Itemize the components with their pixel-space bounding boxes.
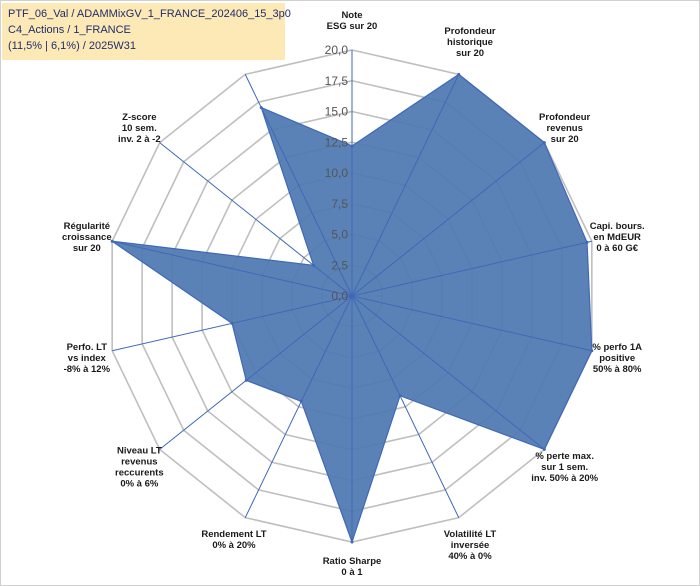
axis-spoke — [244, 295, 353, 518]
title-line-2: C4_Actions / 1_FRANCE — [8, 24, 131, 36]
axis-label-line: -8% à 12% — [64, 364, 111, 375]
tick-label: 7,5 — [331, 197, 348, 211]
axis-label-line: Volatilité LT — [444, 529, 497, 540]
axis-spoke — [244, 74, 353, 297]
axis-label-line: 0% à 6% — [120, 479, 159, 490]
axis-label-line: % perte max. — [535, 451, 594, 462]
axis-label: Rendement LT0% à 20% — [201, 529, 266, 551]
axis-label-line: Note — [341, 10, 362, 21]
axis-label-line: Rendement LT — [201, 529, 266, 540]
axis-label-line: 10 sem. — [122, 123, 157, 134]
axis-label-line: Régularité — [64, 221, 110, 232]
tick-label: 20,0 — [325, 43, 349, 57]
axis-label-line: revenus — [121, 457, 157, 468]
axis-label-line: sur 20 — [551, 134, 579, 145]
tick-label: 2,5 — [331, 258, 348, 272]
axis-label-line: sur 1 sem. — [541, 462, 588, 473]
axis-label-line: ESG sur 20 — [327, 21, 378, 32]
axis-label-line: Profondeur — [444, 26, 495, 37]
chart-title-box: PTF_06_Val / ADAMMixGV_1_FRANCE_202406_1… — [2, 3, 291, 60]
axis-label-line: en MdEUR — [593, 232, 641, 243]
axis-label-line: 0 à 60 G€ — [596, 243, 638, 254]
radar-spokes — [112, 50, 592, 542]
tick-label: 15,0 — [325, 105, 349, 119]
axis-spoke — [159, 142, 353, 297]
axis-label-line: inv. 50% à 20% — [531, 473, 598, 484]
axis-label-line: Ratio Sharpe — [323, 556, 382, 567]
axis-label-line: revenus — [546, 123, 582, 134]
radar-tick-labels: 0,0 2,5 5,0 7,5 10,0 12,5 15,0 17,5 20,0 — [325, 43, 349, 303]
axis-label-line: sur 20 — [73, 243, 101, 254]
axis-label-line: 0% à 20% — [212, 540, 256, 551]
axis-spoke — [351, 295, 545, 450]
axis-spoke — [351, 142, 545, 297]
axis-label-line: 40% à 0% — [448, 551, 492, 562]
axis-label-line: reccurents — [115, 468, 164, 479]
axis-label-line: % perfo 1A — [592, 342, 642, 353]
tick-label: 5,0 — [331, 228, 348, 242]
axis-spoke — [112, 295, 353, 352]
tick-label: 17,5 — [325, 74, 349, 88]
axis-label-line: Perfo. LT — [67, 342, 108, 353]
tick-label: 12,5 — [325, 135, 349, 149]
axis-label-line: vs index — [68, 353, 107, 364]
axis-label-line: 0 à 1 — [341, 567, 363, 578]
axis-label-line: Niveau LT — [117, 446, 162, 457]
axis-label-line: Profondeur — [539, 112, 590, 123]
title-line-1: PTF_06_Val / ADAMMixGV_1_FRANCE_202406_1… — [8, 8, 291, 20]
axis-label-line: Z-score — [122, 112, 156, 123]
axis-label-line: Capi. bours. — [590, 221, 645, 232]
title-line-3: (11,5% | 6,1%) / 2025W31 — [8, 40, 136, 52]
tick-label: 0,0 — [331, 289, 348, 303]
axis-spoke — [112, 240, 353, 297]
axis-label-line: 50% à 80% — [593, 364, 642, 375]
axis-spoke — [351, 74, 460, 297]
axis-label-line: croissance — [62, 232, 112, 243]
tick-label: 10,0 — [325, 166, 349, 180]
axis-spoke — [159, 295, 353, 450]
axis-label-line: historique — [447, 37, 493, 48]
axis-label-line: inv. 2 à -2 — [118, 134, 161, 145]
axis-label: % perte max.sur 1 sem.inv. 50% à 20% — [531, 451, 598, 484]
axis-spoke — [351, 295, 460, 518]
axis-spoke — [351, 295, 592, 352]
axis-label-line: sur 20 — [456, 48, 484, 59]
axis-label-line: inversée — [451, 540, 490, 551]
axis-spoke — [351, 240, 592, 297]
axis-label-line: positive — [599, 353, 635, 364]
